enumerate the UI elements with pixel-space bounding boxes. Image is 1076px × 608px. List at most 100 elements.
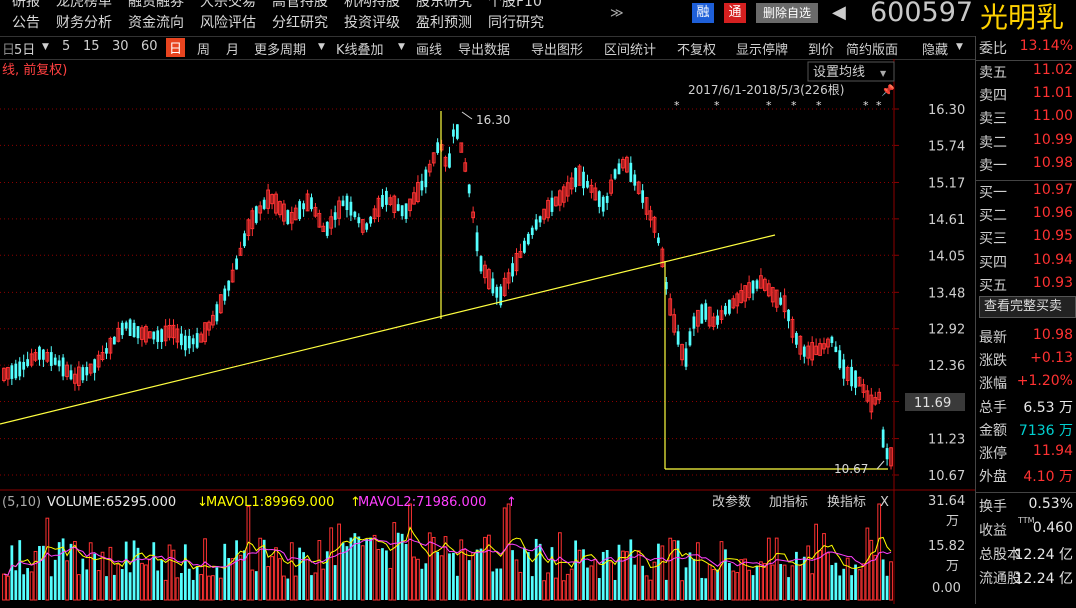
event-star-icon[interactable]: * xyxy=(674,99,680,112)
close-indicator-button[interactable]: X xyxy=(880,495,889,510)
set-ma-button[interactable]: 设置均线 xyxy=(813,65,865,80)
volume-bar xyxy=(684,567,688,600)
nav-link[interactable]: 机构持股 xyxy=(344,0,400,10)
chevron-down-icon[interactable]: ▼ xyxy=(318,42,325,52)
nav-link-peers[interactable]: 同行研究 xyxy=(488,15,544,31)
chevron-down-icon[interactable]: ▼ xyxy=(42,42,49,52)
back-arrow-icon[interactable]: ◀ xyxy=(832,2,846,23)
volume-bar xyxy=(534,538,538,600)
event-star-icon[interactable]: * xyxy=(876,99,882,112)
nav-link[interactable]: 大宗交易 xyxy=(200,0,256,10)
volume-bar xyxy=(593,559,598,601)
more-nav-icon[interactable]: ≫ xyxy=(610,6,624,21)
price-axis: 16.30 15.74 15.17 14.61 14.05 13.48 12.92 12.36… xyxy=(928,103,965,484)
candle-body xyxy=(321,225,326,232)
volume-bar xyxy=(491,571,495,600)
event-star-icon[interactable]: * xyxy=(816,99,822,112)
volume-bar xyxy=(850,575,853,600)
nav-link-announcement[interactable]: 公告 xyxy=(12,15,40,31)
volume-bar xyxy=(652,561,657,601)
volume-bar xyxy=(203,538,207,601)
simple-layout-button[interactable]: 简约版面 xyxy=(846,43,899,58)
nav-link[interactable]: 融资融券 xyxy=(128,0,184,10)
switch-indicator-button[interactable]: 换指标 xyxy=(827,495,866,510)
candle-body xyxy=(293,207,298,221)
event-star-icon[interactable]: * xyxy=(863,99,869,112)
candle-body xyxy=(589,184,594,193)
set-ma-box[interactable] xyxy=(807,61,895,82)
candle-body xyxy=(105,348,108,354)
period-day[interactable]: 日 xyxy=(166,38,186,57)
export-data-button[interactable]: 导出数据 xyxy=(458,43,511,58)
export-image-button[interactable]: 导出图形 xyxy=(531,43,584,58)
period-month[interactable]: 月 xyxy=(226,43,240,58)
candle-body xyxy=(644,197,649,215)
volume-bar xyxy=(530,576,534,600)
candle-body xyxy=(743,285,748,302)
candle-body xyxy=(376,197,381,217)
volume-bar xyxy=(550,547,554,600)
nav-link-capital-flow[interactable]: 资金流向 xyxy=(128,15,184,31)
current-price-tag: 11.69 xyxy=(914,396,951,411)
kline-chart[interactable]: * * * * * * * 16.30 15.74 15.17 14.61 14.05 13.48 12… xyxy=(0,59,975,604)
nav-link[interactable]: 研报 xyxy=(12,0,40,10)
volume-bar xyxy=(523,547,526,600)
pin-icon[interactable]: 📌 xyxy=(881,83,895,97)
volume-bar xyxy=(625,551,629,601)
chevron-down-icon[interactable]: ▼ xyxy=(880,69,887,78)
view-full-orderbook-button[interactable]: 查看完整买卖 xyxy=(979,296,1076,318)
nav-link-forecast[interactable]: 盈利预测 xyxy=(416,15,472,31)
volume-bar xyxy=(26,568,29,600)
volume-bar xyxy=(235,540,238,600)
stock-connect-badge[interactable]: 通 xyxy=(724,3,746,23)
nav-link-dividend[interactable]: 分红研究 xyxy=(272,15,328,31)
volume-bar xyxy=(609,561,613,601)
nav-link[interactable]: 个股F10 xyxy=(488,0,542,10)
event-star-icon[interactable]: * xyxy=(766,99,772,112)
volume-bar xyxy=(199,574,203,601)
no-adjust-button[interactable]: 不复权 xyxy=(677,43,717,58)
nav-link-risk[interactable]: 风险评估 xyxy=(200,15,256,31)
event-star-icon[interactable]: * xyxy=(714,99,720,112)
nav-link[interactable]: 龙虎榜单 xyxy=(56,0,112,10)
candle-body xyxy=(700,304,704,324)
margin-trading-badge[interactable]: 融 xyxy=(692,3,714,23)
volume-bar xyxy=(802,556,806,600)
remove-favorite-button[interactable]: 删除自选 xyxy=(756,3,818,23)
range-stats-button[interactable]: 区间统计 xyxy=(604,43,657,58)
vol-axis-min: 0.00 xyxy=(932,581,961,596)
period-5day[interactable]: 5日 xyxy=(14,43,36,58)
change-params-button[interactable]: 改参数 xyxy=(712,494,751,510)
nav-link-rating[interactable]: 投资评级 xyxy=(344,15,400,31)
nav-link-financial[interactable]: 财务分析 xyxy=(56,15,112,31)
period-5min[interactable]: 5 xyxy=(62,39,71,54)
candle-body xyxy=(278,200,282,216)
hide-button[interactable]: 隐藏 xyxy=(922,43,949,58)
period-15min[interactable]: 15 xyxy=(83,39,100,54)
candle-body xyxy=(396,204,400,211)
candle-body xyxy=(613,169,617,179)
period-30min[interactable]: 30 xyxy=(112,39,129,54)
chevron-down-icon[interactable]: ▼ xyxy=(956,42,963,52)
volume-bar xyxy=(861,563,866,601)
price-alert-button[interactable]: 到价 xyxy=(808,43,835,58)
nav-link[interactable]: 股东研究 xyxy=(416,0,472,10)
more-periods-dropdown[interactable]: 更多周期 xyxy=(254,43,307,58)
volume-bar xyxy=(223,543,227,600)
period-60min[interactable]: 60 xyxy=(141,39,158,54)
candle-body xyxy=(14,363,18,379)
nav-link[interactable]: 高管持股 xyxy=(272,0,328,10)
volume-bar xyxy=(467,560,471,600)
candle-body xyxy=(664,282,668,290)
period-week[interactable]: 周 xyxy=(197,43,211,58)
toolbar-item[interactable]: 日 xyxy=(2,43,16,58)
add-indicator-button[interactable]: 加指标 xyxy=(769,495,808,510)
show-suspension-button[interactable]: 显示停牌 xyxy=(736,43,789,58)
kline-overlay-dropdown[interactable]: K线叠加 xyxy=(336,43,384,58)
draw-line-button[interactable]: 画线 xyxy=(416,43,443,58)
chevron-down-icon[interactable]: ▼ xyxy=(398,42,405,52)
candle-body xyxy=(569,177,574,190)
candle-body xyxy=(542,208,546,220)
event-star-icon[interactable]: * xyxy=(791,99,797,112)
candle-body xyxy=(629,162,633,182)
